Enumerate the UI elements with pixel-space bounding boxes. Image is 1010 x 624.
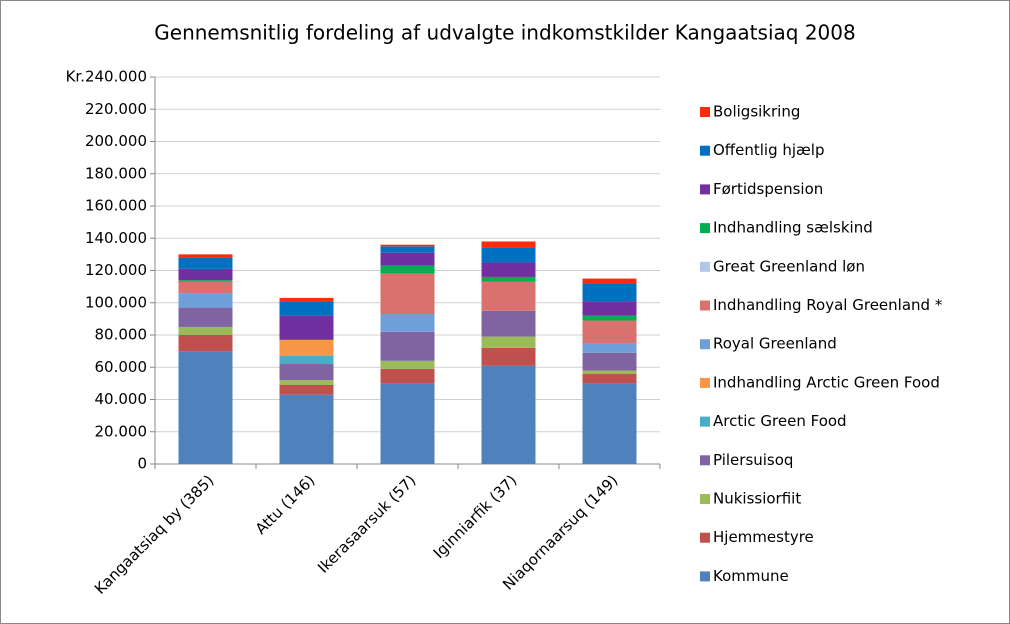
bar-segment bbox=[279, 301, 334, 316]
legend-label: Kommune bbox=[713, 567, 789, 585]
legend-swatch bbox=[700, 532, 710, 543]
bar-segment bbox=[178, 281, 233, 294]
legend-label: Hjemmestyre bbox=[713, 528, 814, 546]
y-tick-label: 160.000 bbox=[85, 197, 147, 215]
y-tick-label: 220.000 bbox=[85, 100, 147, 118]
bar-segment bbox=[481, 347, 536, 366]
legend-label: Offentlig hjælp bbox=[713, 141, 824, 159]
legend-label: Royal Greenland bbox=[713, 335, 837, 353]
bar-segment bbox=[380, 244, 435, 247]
bar-segment bbox=[481, 241, 536, 248]
bar-segment bbox=[380, 383, 435, 464]
y-tick-label: 40.000 bbox=[95, 390, 148, 408]
y-tick-label: 0 bbox=[137, 455, 147, 473]
bar-segment bbox=[279, 394, 334, 464]
legend-swatch bbox=[700, 223, 710, 234]
bar-segment bbox=[481, 365, 536, 464]
bar-segment bbox=[380, 368, 435, 384]
bar-segment bbox=[178, 268, 233, 281]
legend-label: Arctic Green Food bbox=[713, 412, 847, 430]
y-tick-label: 100.000 bbox=[85, 293, 147, 311]
bar-segment bbox=[582, 301, 637, 316]
bar-segment bbox=[582, 278, 637, 284]
legend-label: Pilersuisoq bbox=[713, 451, 793, 469]
y-tick-label: 140.000 bbox=[85, 229, 147, 247]
bar-segment bbox=[178, 280, 233, 282]
legend-swatch bbox=[700, 107, 710, 117]
bar-segment bbox=[178, 254, 233, 258]
bar-segment bbox=[582, 370, 637, 374]
y-tick-label: Kr.240.000 bbox=[66, 68, 147, 86]
bar-segment bbox=[279, 355, 334, 365]
legend-swatch bbox=[700, 494, 710, 504]
legend-swatch bbox=[700, 455, 710, 466]
bar-segment bbox=[582, 373, 637, 384]
bar-segment bbox=[279, 380, 334, 385]
bar-segment bbox=[481, 247, 536, 263]
bar-segment bbox=[279, 364, 334, 381]
y-tick-label: 80.000 bbox=[95, 326, 148, 344]
legend-swatch bbox=[700, 261, 710, 272]
bar-segment bbox=[380, 314, 435, 332]
bar-segment bbox=[178, 293, 233, 308]
bar-segment bbox=[380, 331, 435, 361]
legend-swatch bbox=[700, 377, 710, 388]
bar-segment bbox=[178, 351, 233, 464]
bar-segment bbox=[178, 326, 233, 335]
bar-segment bbox=[178, 335, 233, 352]
bar-segment bbox=[481, 310, 536, 337]
legend-swatch bbox=[700, 571, 710, 582]
bar-segment bbox=[279, 297, 334, 302]
bar-segment bbox=[481, 276, 536, 282]
bar-segment bbox=[178, 257, 233, 269]
y-tick-label: 120.000 bbox=[85, 261, 147, 279]
bar-segment bbox=[380, 265, 435, 274]
y-tick-label: 180.000 bbox=[85, 164, 147, 182]
legend-label: Indhandling Royal Greenland * bbox=[713, 296, 943, 314]
bar-segment bbox=[380, 360, 435, 369]
bar-segment bbox=[279, 384, 334, 395]
y-tick-label: 60.000 bbox=[95, 358, 148, 376]
bar-segment bbox=[582, 320, 637, 344]
bar-segment bbox=[582, 383, 637, 464]
legend-swatch bbox=[700, 300, 710, 311]
bar-segment bbox=[279, 339, 334, 356]
legend-label: Indhandling sælskind bbox=[713, 219, 873, 237]
legend-label: Førtidspension bbox=[713, 180, 823, 198]
legend-swatch bbox=[700, 339, 710, 350]
bar-segment bbox=[481, 281, 536, 311]
legend-swatch bbox=[700, 184, 710, 195]
y-tick-label: 20.000 bbox=[95, 422, 148, 440]
bar-segment bbox=[582, 343, 637, 353]
legend-label: Boligsikring bbox=[713, 103, 800, 121]
bar-segment bbox=[380, 252, 435, 266]
legend-label: Indhandling Arctic Green Food bbox=[713, 373, 940, 391]
bar-segment bbox=[582, 283, 637, 302]
bar-segment bbox=[481, 336, 536, 348]
y-tick-label: 200.000 bbox=[85, 132, 147, 150]
chart-title: Gennemsnitlig fordeling af udvalgte indk… bbox=[154, 21, 855, 45]
bar-segment bbox=[178, 307, 233, 327]
bar-segment bbox=[481, 262, 536, 277]
legend-label: Great Greenland løn bbox=[713, 257, 865, 275]
bar-segment bbox=[380, 246, 435, 253]
bar-segment bbox=[582, 352, 637, 371]
legend-swatch bbox=[700, 145, 710, 156]
bar-segment bbox=[380, 273, 435, 315]
legend-label: Nukissiorfiit bbox=[713, 490, 801, 508]
legend-swatch bbox=[700, 416, 710, 427]
bar-segment bbox=[279, 315, 334, 340]
bar-segment bbox=[582, 315, 637, 321]
